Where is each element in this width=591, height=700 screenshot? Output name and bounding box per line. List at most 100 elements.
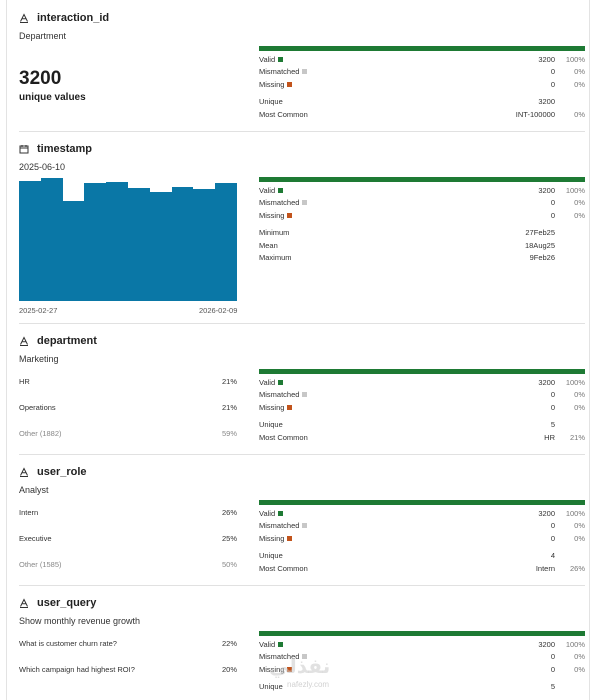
timestamp-histogram (19, 177, 237, 301)
stat-mismatched: Mismatched 0 0% (259, 67, 585, 77)
column-header[interactable]: interaction_id (19, 10, 585, 26)
stat-valid: Valid 3200 100% (259, 640, 585, 649)
category-row: What is customer churn rate? 22% (19, 639, 237, 648)
valid-swatch-icon (278, 57, 284, 62)
column-stats: Valid 3200 100% Mismatched 0 0% Missing 0 0% U… (259, 631, 585, 694)
column-name: interaction_id (37, 12, 110, 24)
histogram-bar[interactable] (171, 186, 194, 301)
histogram-start-label: 2025-02-27 (19, 306, 58, 315)
missing-swatch-icon (287, 666, 293, 672)
valid-swatch-icon (278, 642, 284, 647)
text-type-icon (19, 336, 33, 346)
text-type-icon (19, 13, 33, 23)
column-sample-value: 2025-06-10 (19, 162, 66, 172)
calendar-icon (19, 144, 33, 154)
stat-missing: Missing 0 0% (259, 79, 585, 89)
category-row: Operations 21% (19, 403, 237, 412)
histogram-bar[interactable] (84, 183, 107, 301)
category-row: Intern 26% (19, 508, 237, 517)
validity-bar (259, 177, 585, 182)
category-row-other: Other (1882) 59% (19, 429, 237, 438)
stat-unique: Unique 5 (259, 682, 555, 692)
column-name: user_role (37, 466, 87, 478)
histogram-bar[interactable] (193, 189, 216, 301)
watermark-logo: نفذلي (269, 656, 331, 678)
stat-missing: Missing 0 0% (259, 664, 585, 674)
mismatched-swatch-icon (302, 392, 308, 398)
section-divider (19, 585, 585, 586)
column-header[interactable]: user_role (19, 464, 585, 480)
missing-swatch-icon (287, 81, 293, 87)
stat-missing: Missing 0 0% (259, 402, 585, 412)
section-divider (19, 323, 585, 324)
column-stats: Valid 3200 100% Mismatched 0 0% Missing 0 0% U… (259, 500, 585, 575)
histogram-bar[interactable] (128, 188, 150, 301)
valid-swatch-icon (278, 511, 284, 516)
column-card-interaction-id: interaction_id Department 3200 unique va… (19, 10, 585, 119)
valid-swatch-icon (278, 188, 284, 193)
stat-most-common: Most Common Intern 26% (259, 563, 585, 573)
category-row: Which campaign had highest ROI? 20% (19, 665, 237, 674)
histogram-bar[interactable] (62, 200, 85, 301)
section-divider (19, 131, 585, 132)
category-row-other: Other (1585) 50% (19, 560, 237, 569)
column-header[interactable]: department (19, 333, 585, 349)
column-name: department (37, 335, 97, 347)
stat-unique: Unique 4 (259, 551, 555, 561)
stat-maximum: Maximum 9Feb26 (259, 252, 555, 262)
category-row: Executive 25% (19, 534, 237, 543)
column-header[interactable]: timestamp (19, 141, 585, 157)
stat-missing: Missing 0 0% (259, 210, 585, 220)
stat-minimum: Minimum 27Feb25 (259, 228, 555, 238)
stat-mismatched: Mismatched 0 0% (259, 390, 585, 400)
column-name: timestamp (37, 143, 93, 155)
unique-count-label: unique values (19, 92, 86, 103)
column-profile-panel: interaction_id Department 3200 unique va… (6, 0, 590, 700)
stat-mismatched: Mismatched 0 0% (259, 198, 585, 208)
stat-most-common: Most Common INT-100000 0% (259, 109, 585, 119)
column-header[interactable]: user_query (19, 595, 585, 611)
mismatched-swatch-icon (302, 523, 308, 529)
missing-swatch-icon (287, 404, 293, 410)
column-sample-value: Analyst (19, 485, 49, 495)
stat-valid: Valid 3200 100% (259, 55, 585, 64)
column-card-department: department Marketing HR 21% Operations 21%… (19, 333, 585, 442)
histogram-bar[interactable] (106, 181, 128, 301)
validity-bar (259, 631, 585, 636)
histogram-end-label: 2026-02-09 (199, 306, 238, 315)
column-stats: Valid 3200 100% Mismatched 0 0% Missing 0 0% U… (259, 369, 585, 444)
stat-mismatched: Mismatched 0 0% (259, 521, 585, 531)
histogram-bar[interactable] (40, 178, 63, 301)
column-sample-value: Department (19, 31, 67, 41)
column-card-user-role: user_role Analyst Intern 26% Executive 25%… (19, 464, 585, 573)
column-stats: Valid 3200 100% Mismatched 0 0% Missing 0 0% U… (259, 46, 585, 121)
column-stats: Valid 3200 100% Mismatched 0 0% Missing 0 0% M… (259, 177, 585, 264)
validity-bar (259, 369, 585, 374)
column-card-user-query: user_query Show monthly revenue growth W… (19, 595, 585, 691)
mismatched-swatch-icon (302, 69, 308, 75)
text-type-icon (19, 467, 33, 477)
text-type-icon (19, 598, 33, 608)
stat-unique: Unique 3200 (259, 97, 555, 107)
histogram-bar[interactable] (215, 183, 237, 301)
histogram-bar[interactable] (149, 191, 172, 301)
category-row: HR 21% (19, 377, 237, 386)
column-card-timestamp: timestamp 2025-06-10 2025-02-27 2026-02-… (19, 141, 585, 315)
section-divider (19, 454, 585, 455)
mismatched-swatch-icon (302, 654, 308, 660)
valid-swatch-icon (278, 380, 284, 385)
stat-valid: Valid 3200 100% (259, 378, 585, 387)
unique-count: 3200 (19, 68, 62, 89)
stat-unique: Unique 5 (259, 420, 555, 430)
stat-valid: Valid 3200 100% (259, 186, 585, 195)
missing-swatch-icon (287, 212, 293, 218)
watermark-url: nafezly.com (287, 680, 330, 689)
stat-missing: Missing 0 0% (259, 533, 585, 543)
mismatched-swatch-icon (302, 200, 308, 206)
histogram-bar[interactable] (19, 180, 41, 301)
stat-valid: Valid 3200 100% (259, 509, 585, 518)
column-name: user_query (37, 597, 97, 609)
missing-swatch-icon (287, 535, 293, 541)
stat-mean: Mean 18Aug25 (259, 240, 555, 250)
validity-bar (259, 500, 585, 505)
